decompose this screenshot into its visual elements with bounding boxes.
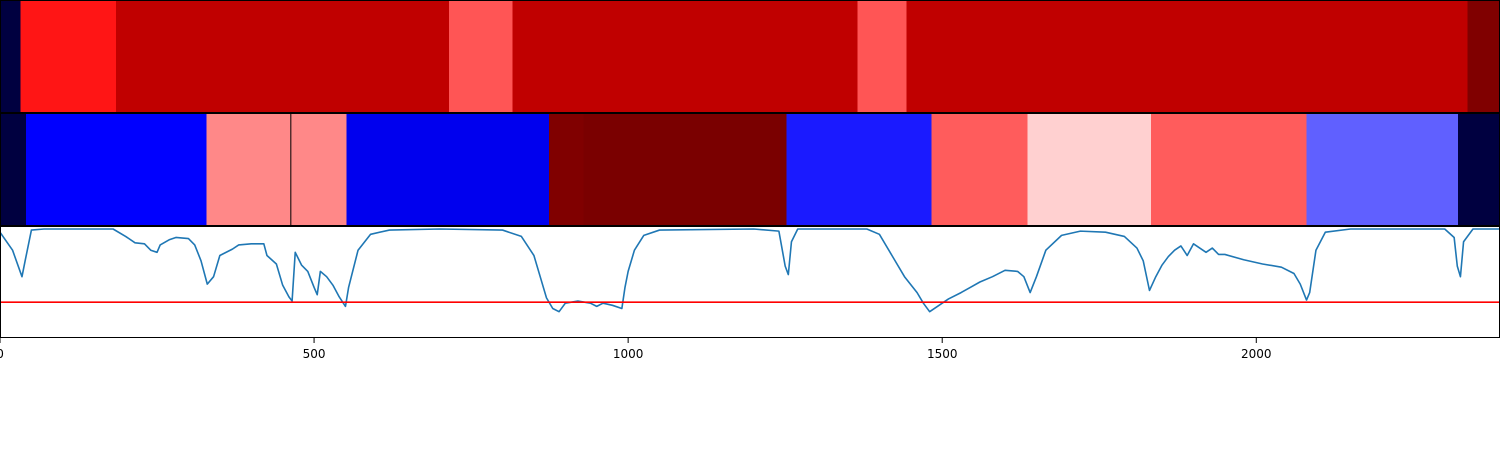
- segment-bar: [906, 0, 1468, 113]
- segment-bar: [449, 0, 513, 113]
- segment-bar: [857, 0, 907, 113]
- x-tick-label: 0: [0, 347, 4, 361]
- segment-bar: [548, 113, 584, 226]
- segment-bar: [931, 113, 1028, 226]
- x-tick-label: 500: [303, 347, 326, 361]
- segment-bar: [512, 0, 858, 113]
- segment-bar: [1306, 113, 1458, 226]
- segment-bar: [1457, 113, 1500, 226]
- segment-bar: [1467, 0, 1500, 113]
- x-axis: 0 500 1000 1500 2000: [0, 338, 1272, 361]
- segment-bar: [346, 113, 549, 226]
- segment-bar: [116, 0, 450, 113]
- segment-bar: [1150, 113, 1307, 226]
- segment-bar: [20, 0, 117, 113]
- segment-bar: [1027, 113, 1151, 226]
- line-plot-panel: [0, 226, 1500, 338]
- x-tick-label: 1500: [927, 347, 958, 361]
- segmentation-track-middle: [0, 113, 1500, 226]
- x-tick-label: 1000: [613, 347, 644, 361]
- segment-bar: [206, 113, 291, 226]
- segment-bar: [0, 0, 21, 113]
- segment-bar: [25, 113, 207, 226]
- segment-bar: [0, 113, 26, 226]
- plot-background: [0, 226, 1500, 338]
- segment-bar: [290, 113, 347, 226]
- segment-bar: [786, 113, 932, 226]
- segmentation-track-top: [0, 0, 1500, 113]
- series-line: [0, 228, 1500, 313]
- segment-bar: [583, 113, 787, 226]
- x-tick-label: 2000: [1241, 347, 1272, 361]
